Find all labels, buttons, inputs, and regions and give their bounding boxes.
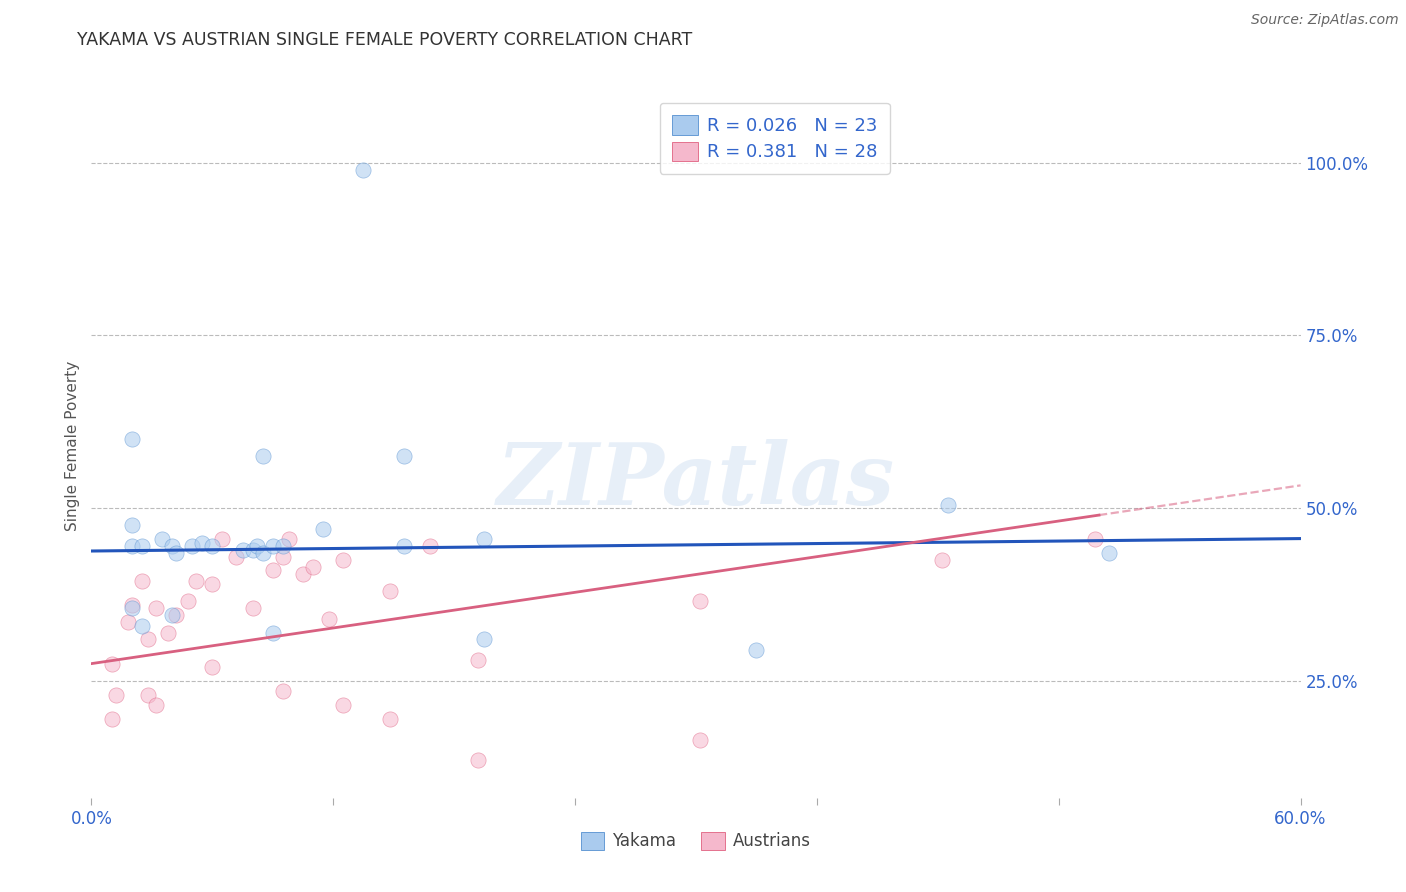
Point (165, 546, 187, 560)
Point (225, 549, 247, 564)
Point (271, 549, 294, 564)
Point (160, 539, 183, 553)
Y-axis label: Single Female Poverty: Single Female Poverty (65, 361, 80, 531)
Point (156, 625, 179, 640)
Point (131, 618, 153, 632)
Point (302, 560, 325, 574)
Point (931, 553, 953, 567)
Point (136, 632, 159, 647)
Point (136, 688, 159, 702)
Point (150, 533, 173, 547)
Point (392, 539, 415, 553)
Point (177, 594, 200, 608)
Text: ZIPatlas: ZIPatlas (496, 440, 896, 523)
Point (745, 642, 768, 657)
Point (121, 518, 143, 533)
Point (201, 577, 224, 591)
Point (246, 539, 269, 553)
Point (1098, 546, 1121, 560)
Point (378, 584, 401, 599)
Point (165, 608, 187, 623)
Point (472, 632, 495, 647)
Point (419, 539, 441, 553)
Point (160, 608, 183, 623)
Point (332, 553, 354, 567)
Point (117, 615, 139, 630)
Point (211, 533, 233, 547)
Text: YAKAMA VS AUSTRIAN SINGLE FEMALE POVERTY CORRELATION CHART: YAKAMA VS AUSTRIAN SINGLE FEMALE POVERTY… (77, 31, 693, 49)
Point (181, 539, 204, 553)
Point (231, 542, 253, 557)
Point (145, 698, 167, 712)
Point (121, 601, 143, 615)
Point (121, 432, 143, 446)
Point (100, 712, 122, 726)
Point (271, 539, 294, 553)
Point (121, 539, 143, 553)
Point (352, 162, 374, 177)
Point (131, 574, 153, 588)
Point (186, 574, 208, 588)
Point (191, 535, 214, 549)
Point (936, 498, 959, 512)
Point (467, 653, 489, 667)
Point (252, 546, 274, 560)
Point (262, 539, 284, 553)
Point (201, 660, 224, 674)
Point (472, 533, 495, 547)
Point (145, 601, 167, 615)
Point (131, 539, 153, 553)
Point (242, 542, 264, 557)
Legend: Yakama, Austrians: Yakama, Austrians (574, 825, 818, 857)
Point (292, 566, 315, 581)
Point (121, 598, 143, 612)
Point (467, 753, 489, 767)
Point (689, 594, 711, 608)
Point (100, 657, 122, 671)
Point (271, 684, 294, 698)
Point (392, 450, 415, 464)
Point (689, 732, 711, 747)
Text: Source: ZipAtlas.com: Source: ZipAtlas.com (1251, 13, 1399, 28)
Point (201, 539, 224, 553)
Point (1084, 533, 1107, 547)
Point (252, 450, 274, 464)
Point (242, 601, 264, 615)
Point (312, 522, 335, 536)
Point (332, 698, 354, 712)
Point (378, 712, 401, 726)
Point (277, 533, 299, 547)
Point (104, 688, 127, 702)
Point (262, 563, 284, 577)
Point (262, 625, 284, 640)
Point (318, 612, 340, 626)
